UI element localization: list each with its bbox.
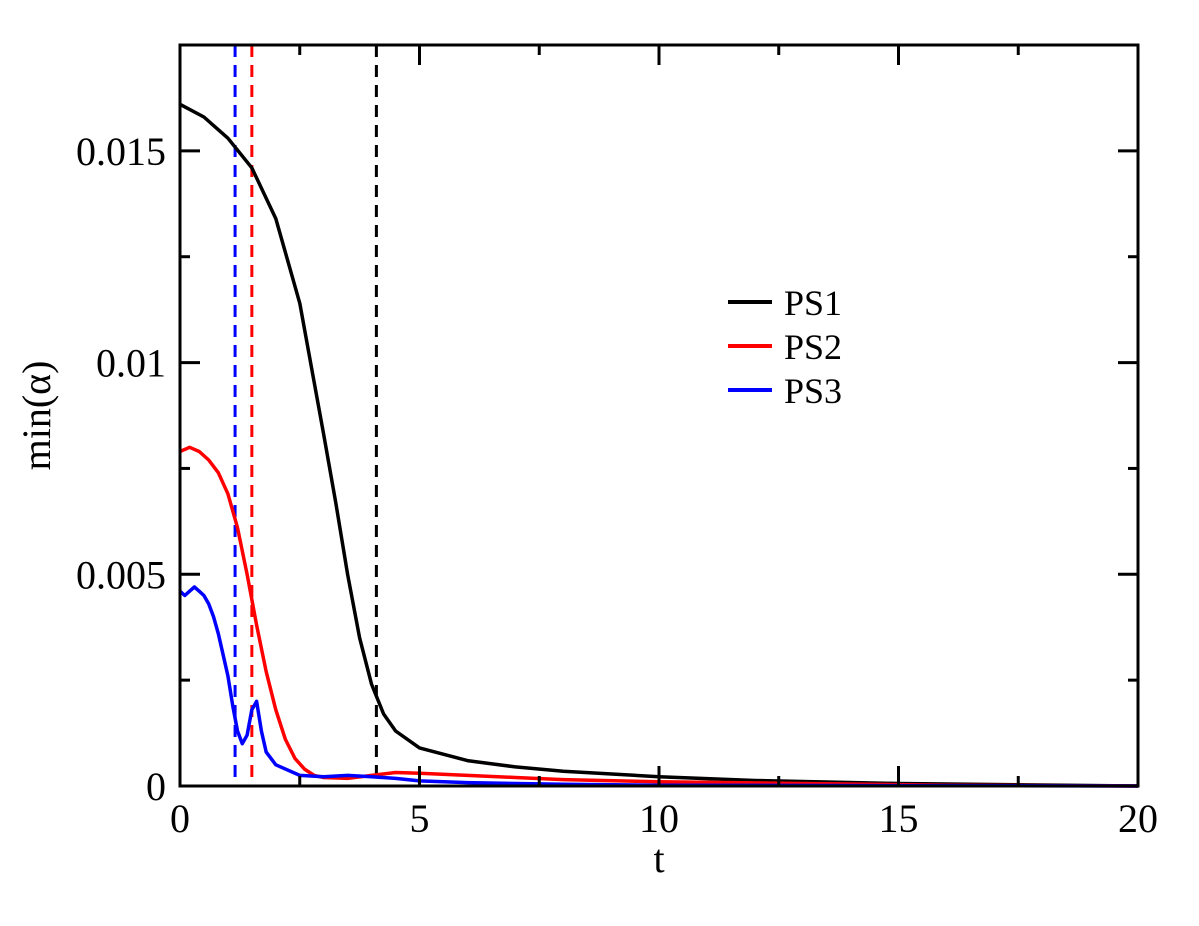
tick-labels: 0 5 10 15 20 0 0.005 0.01 0.015	[76, 129, 1158, 841]
plot-frame	[178, 43, 1140, 788]
y-tick-label: 0.015	[76, 129, 166, 174]
series-line-ps3	[178, 585, 1139, 788]
y-tick-label: 0.01	[96, 341, 166, 386]
legend-label-ps2: PS2	[784, 327, 842, 367]
x-tick-label: 20	[1118, 796, 1158, 841]
legend-label-ps1: PS1	[784, 283, 842, 323]
y-tick-label: 0.005	[76, 552, 166, 597]
x-axis-label: t	[653, 836, 664, 881]
axis-ticks	[178, 43, 1140, 788]
x-tick-label: 10	[639, 796, 679, 841]
legend-label-ps3: PS3	[784, 371, 842, 411]
x-tick-label: 15	[879, 796, 919, 841]
series-line-ps2	[179, 445, 1139, 788]
y-tick-label: 0	[146, 764, 166, 809]
series-line-ps1	[179, 102, 1139, 788]
x-tick-label: 5	[410, 796, 430, 841]
vertical-marker-lines	[233, 45, 378, 786]
y-axis-label: min(α)	[14, 361, 59, 471]
series-layer	[178, 102, 1139, 788]
x-tick-label: 0	[170, 796, 190, 841]
